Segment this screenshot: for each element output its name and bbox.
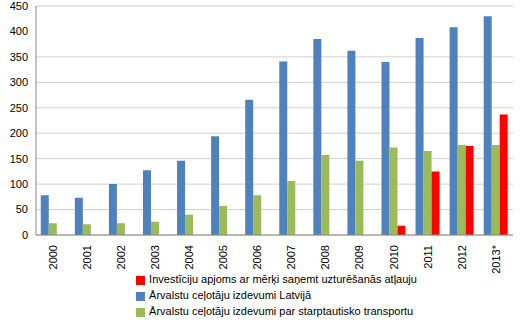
svg-text:300: 300 xyxy=(10,76,28,88)
svg-text:2009: 2009 xyxy=(353,245,365,269)
svg-text:250: 250 xyxy=(10,102,28,114)
html-text:Ārvalstu ceļotāju izdevumi par: Ārvalstu ceļotāju izdevumi par starptaut… xyxy=(149,305,414,317)
svg-text:2013*: 2013* xyxy=(490,244,502,273)
svg-text:400: 400 xyxy=(10,25,28,37)
svg-text:2003: 2003 xyxy=(149,245,161,269)
svg-text:0: 0 xyxy=(22,229,28,241)
svg-text:2002: 2002 xyxy=(115,245,127,269)
svg-text:150: 150 xyxy=(10,153,28,165)
svg-text:2000: 2000 xyxy=(47,245,59,269)
svg-text:2011: 2011 xyxy=(422,245,434,269)
svg-text:450: 450 xyxy=(10,0,28,12)
svg-text:200: 200 xyxy=(10,127,28,139)
svg-text:2005: 2005 xyxy=(217,245,229,269)
svg-text:2004: 2004 xyxy=(183,245,195,269)
svg-text:350: 350 xyxy=(10,51,28,63)
svg-text:2008: 2008 xyxy=(319,245,331,269)
svg-text:2010: 2010 xyxy=(388,245,400,269)
svg-text:2001: 2001 xyxy=(81,245,93,269)
html-text:Investīciju apjoms ar mērķi sa: Investīciju apjoms ar mērķi saņemt uztur… xyxy=(149,273,417,285)
html-text:Ārvalstu ceļotāju izdevumi Lat: Ārvalstu ceļotāju izdevumi Latvijā xyxy=(149,289,312,301)
svg-text:2012: 2012 xyxy=(456,245,468,269)
svg-text:50: 50 xyxy=(16,203,28,215)
svg-text:2006: 2006 xyxy=(251,245,263,269)
svg-text:2007: 2007 xyxy=(285,245,297,269)
svg-text:100: 100 xyxy=(10,178,28,190)
